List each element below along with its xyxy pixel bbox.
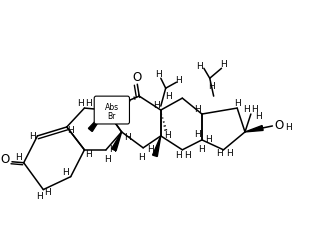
FancyBboxPatch shape bbox=[94, 96, 129, 124]
Text: H: H bbox=[155, 70, 162, 79]
Text: H: H bbox=[29, 132, 36, 141]
Text: H: H bbox=[220, 60, 227, 69]
Polygon shape bbox=[88, 110, 106, 132]
Text: H: H bbox=[105, 155, 111, 164]
Polygon shape bbox=[152, 136, 161, 156]
Text: H: H bbox=[138, 153, 145, 162]
Text: H: H bbox=[67, 126, 74, 135]
Text: H: H bbox=[216, 149, 223, 158]
Text: O: O bbox=[275, 120, 284, 132]
Text: O: O bbox=[133, 71, 142, 84]
Text: H: H bbox=[208, 82, 215, 91]
Polygon shape bbox=[111, 132, 122, 151]
Text: H: H bbox=[226, 149, 233, 158]
Text: H: H bbox=[85, 99, 92, 108]
Text: H: H bbox=[252, 105, 258, 114]
Text: H: H bbox=[124, 133, 131, 142]
Text: H: H bbox=[243, 105, 250, 114]
Text: H: H bbox=[194, 130, 201, 139]
Text: H: H bbox=[16, 153, 22, 162]
Text: H: H bbox=[164, 132, 171, 140]
Polygon shape bbox=[245, 126, 263, 132]
Text: H: H bbox=[175, 76, 182, 85]
Text: H: H bbox=[234, 99, 240, 108]
Text: H: H bbox=[44, 188, 51, 197]
Text: H: H bbox=[197, 62, 203, 71]
Text: H: H bbox=[77, 99, 84, 108]
Text: Br: Br bbox=[108, 112, 116, 120]
Text: H: H bbox=[194, 105, 201, 114]
Text: H: H bbox=[285, 123, 292, 132]
Text: H: H bbox=[147, 145, 153, 154]
Text: H: H bbox=[36, 192, 43, 201]
Text: H: H bbox=[199, 145, 205, 154]
Text: H: H bbox=[184, 151, 190, 160]
Text: H: H bbox=[110, 145, 116, 154]
Text: H: H bbox=[62, 168, 69, 177]
Text: Abs: Abs bbox=[105, 102, 119, 112]
Text: H: H bbox=[255, 112, 262, 120]
Text: O: O bbox=[1, 153, 10, 166]
Text: H: H bbox=[85, 150, 92, 159]
Text: H: H bbox=[153, 101, 160, 110]
Text: H: H bbox=[205, 135, 212, 144]
Text: H: H bbox=[165, 92, 172, 101]
Text: H: H bbox=[175, 151, 182, 160]
